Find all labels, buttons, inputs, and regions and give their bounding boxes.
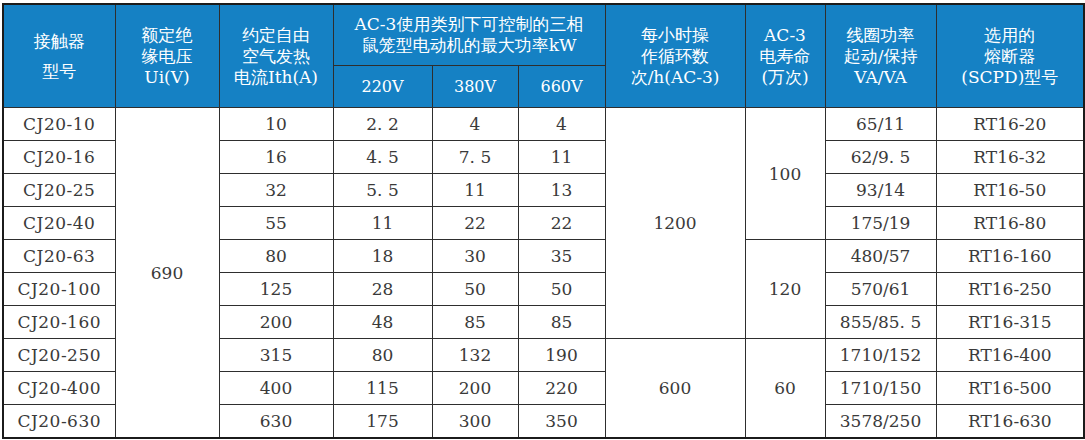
table-body: CJ20-10 690 10 2. 2 4 4 1200 100 65/11 R… bbox=[3, 108, 1084, 439]
cell-coil: 570/61 bbox=[825, 273, 936, 306]
cell-kw220: 115 bbox=[333, 372, 432, 405]
cell-model: CJ20-630 bbox=[3, 405, 115, 439]
cell-model: CJ20-400 bbox=[3, 372, 115, 405]
cell-life-merged: 120 bbox=[745, 240, 825, 339]
cell-kw660: 22 bbox=[518, 207, 605, 240]
cell-model: CJ20-63 bbox=[3, 240, 115, 273]
cell-coil: 3578/250 bbox=[825, 405, 936, 439]
cell-cycles-merged: 1200 bbox=[605, 108, 745, 339]
header-380v: 380V bbox=[432, 66, 518, 108]
cell-kw220: 2. 2 bbox=[333, 108, 432, 141]
cell-kw380: 132 bbox=[432, 339, 518, 372]
cell-ith: 10 bbox=[219, 108, 333, 141]
cell-coil: 65/11 bbox=[825, 108, 936, 141]
header-electrical-life: AC-3 电寿命 (万次) bbox=[745, 4, 825, 108]
cell-fuse: RT16-630 bbox=[936, 405, 1084, 439]
cell-kw380: 50 bbox=[432, 273, 518, 306]
cell-kw380: 11 bbox=[432, 174, 518, 207]
cell-coil: 1710/150 bbox=[825, 372, 936, 405]
cell-ith: 630 bbox=[219, 405, 333, 439]
cell-kw660: 220 bbox=[518, 372, 605, 405]
cell-coil: 855/85. 5 bbox=[825, 306, 936, 339]
cell-ith: 125 bbox=[219, 273, 333, 306]
cell-kw220: 11 bbox=[333, 207, 432, 240]
cell-kw220: 18 bbox=[333, 240, 432, 273]
cell-ith: 16 bbox=[219, 141, 333, 174]
header-operating-cycles: 每小时操 作循环数 次/h(AC-3) bbox=[605, 4, 745, 108]
cell-fuse: RT16-500 bbox=[936, 372, 1084, 405]
header-thermal-current: 约定自由 空气发热 电流Ith(A) bbox=[219, 4, 333, 108]
cell-fuse: RT16-50 bbox=[936, 174, 1084, 207]
header-insulation-voltage: 额定绝 缘电压 Ui(V) bbox=[115, 4, 219, 108]
cell-coil: 175/19 bbox=[825, 207, 936, 240]
cell-kw220: 80 bbox=[333, 339, 432, 372]
header-fuse-type: 选用的 熔断器 (SCPD)型号 bbox=[936, 4, 1084, 108]
cell-coil: 1710/152 bbox=[825, 339, 936, 372]
cell-model: CJ20-250 bbox=[3, 339, 115, 372]
cell-life-merged: 100 bbox=[745, 108, 825, 240]
cell-ith: 400 bbox=[219, 372, 333, 405]
cell-kw660: 4 bbox=[518, 108, 605, 141]
contactor-spec-sheet: 接触器 型号 额定绝 缘电压 Ui(V) 约定自由 空气发热 电流Ith(A) … bbox=[0, 0, 1085, 440]
cell-kw660: 190 bbox=[518, 339, 605, 372]
cell-model: CJ20-160 bbox=[3, 306, 115, 339]
cell-model: CJ20-10 bbox=[3, 108, 115, 141]
cell-ui-merged: 690 bbox=[115, 108, 219, 439]
cell-kw380: 30 bbox=[432, 240, 518, 273]
header-220v: 220V bbox=[333, 66, 432, 108]
cell-fuse: RT16-160 bbox=[936, 240, 1084, 273]
header-660v: 660V bbox=[518, 66, 605, 108]
cell-kw380: 22 bbox=[432, 207, 518, 240]
cell-kw380: 200 bbox=[432, 372, 518, 405]
cell-kw660: 350 bbox=[518, 405, 605, 439]
cell-coil: 93/14 bbox=[825, 174, 936, 207]
table-row: CJ20-10 690 10 2. 2 4 4 1200 100 65/11 R… bbox=[3, 108, 1084, 141]
cell-kw220: 48 bbox=[333, 306, 432, 339]
cell-ith: 315 bbox=[219, 339, 333, 372]
cell-ith: 32 bbox=[219, 174, 333, 207]
cell-kw660: 50 bbox=[518, 273, 605, 306]
header-coil-power: 线圈功率 起动/保持 VA/VA bbox=[825, 4, 936, 108]
cell-model: CJ20-40 bbox=[3, 207, 115, 240]
cell-kw380: 85 bbox=[432, 306, 518, 339]
cell-life-merged: 60 bbox=[745, 339, 825, 439]
cell-ith: 55 bbox=[219, 207, 333, 240]
cell-cycles-merged: 600 bbox=[605, 339, 745, 439]
cell-model: CJ20-100 bbox=[3, 273, 115, 306]
cell-coil: 62/9. 5 bbox=[825, 141, 936, 174]
header-max-power-group: AC-3使用类别下可控制的三相 鼠笼型电动机的最大功率kW bbox=[333, 4, 605, 66]
cell-model: CJ20-16 bbox=[3, 141, 115, 174]
cell-fuse: RT16-80 bbox=[936, 207, 1084, 240]
cell-ith: 80 bbox=[219, 240, 333, 273]
cell-fuse: RT16-400 bbox=[936, 339, 1084, 372]
cell-kw660: 13 bbox=[518, 174, 605, 207]
cell-kw220: 5. 5 bbox=[333, 174, 432, 207]
contactor-spec-table: 接触器 型号 额定绝 缘电压 Ui(V) 约定自由 空气发热 电流Ith(A) … bbox=[2, 3, 1085, 439]
cell-kw220: 28 bbox=[333, 273, 432, 306]
cell-kw220: 4. 5 bbox=[333, 141, 432, 174]
table-header: 接触器 型号 额定绝 缘电压 Ui(V) 约定自由 空气发热 电流Ith(A) … bbox=[3, 4, 1084, 108]
cell-kw380: 7. 5 bbox=[432, 141, 518, 174]
cell-ith: 200 bbox=[219, 306, 333, 339]
cell-kw660: 11 bbox=[518, 141, 605, 174]
cell-kw660: 85 bbox=[518, 306, 605, 339]
cell-fuse: RT16-20 bbox=[936, 108, 1084, 141]
cell-model: CJ20-25 bbox=[3, 174, 115, 207]
cell-kw380: 4 bbox=[432, 108, 518, 141]
header-model: 接触器 型号 bbox=[3, 4, 115, 108]
cell-kw220: 175 bbox=[333, 405, 432, 439]
cell-fuse: RT16-32 bbox=[936, 141, 1084, 174]
cell-kw380: 300 bbox=[432, 405, 518, 439]
cell-coil: 480/57 bbox=[825, 240, 936, 273]
cell-kw660: 35 bbox=[518, 240, 605, 273]
header-row-top: 接触器 型号 额定绝 缘电压 Ui(V) 约定自由 空气发热 电流Ith(A) … bbox=[3, 4, 1084, 66]
cell-fuse: RT16-250 bbox=[936, 273, 1084, 306]
cell-fuse: RT16-315 bbox=[936, 306, 1084, 339]
